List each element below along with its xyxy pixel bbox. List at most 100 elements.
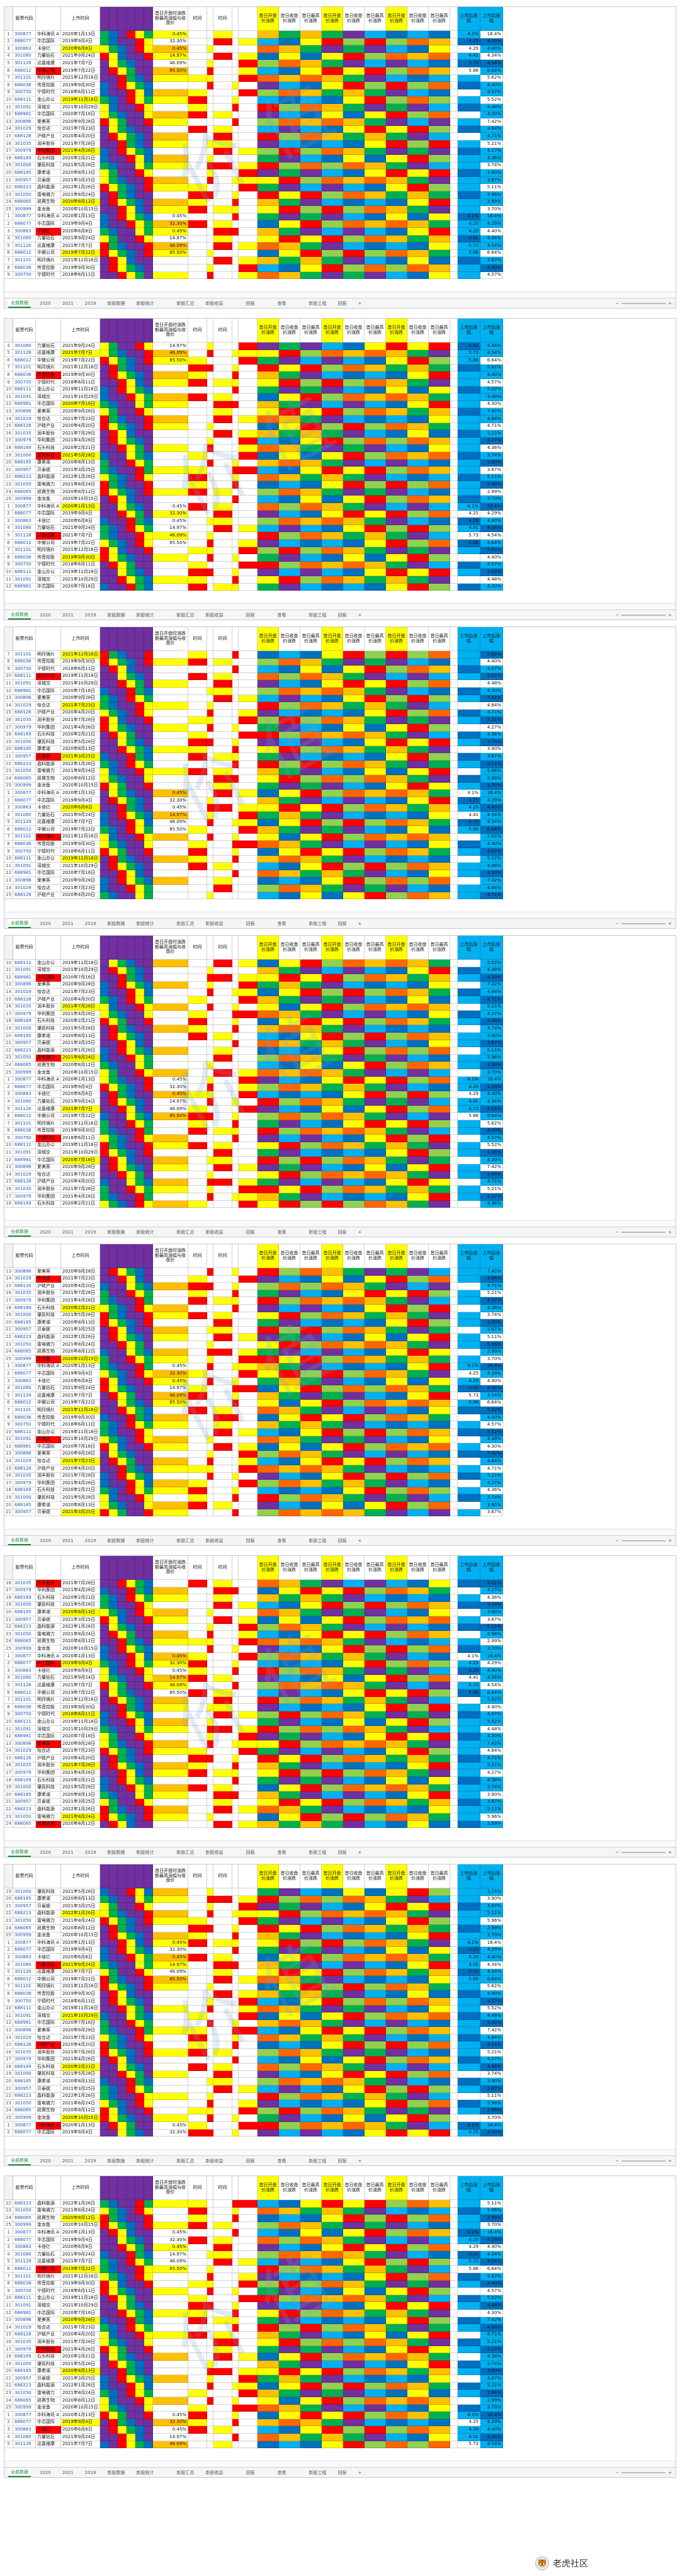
table-cell[interactable] [386, 488, 407, 496]
table-cell[interactable] [365, 349, 386, 358]
row-number[interactable]: 11 [4, 967, 13, 975]
table-cell[interactable] [144, 228, 153, 235]
stock-name-cell[interactable]: 沪硅产业 [36, 709, 61, 717]
table-cell[interactable] [429, 554, 450, 562]
table-cell[interactable] [213, 532, 232, 540]
table-cell[interactable] [365, 423, 386, 431]
table-cell[interactable] [100, 496, 109, 504]
table-cell[interactable] [144, 249, 153, 258]
table-cell[interactable] [300, 1054, 322, 1062]
table-cell[interactable] [429, 1450, 450, 1458]
stock-name-cell[interactable]: 宁德时代 [36, 1421, 61, 1429]
table-cell[interactable] [239, 797, 258, 805]
row-number[interactable]: 8 [4, 658, 13, 666]
table-cell[interactable] [127, 1407, 135, 1414]
table-cell[interactable] [300, 357, 322, 365]
table-cell[interactable] [300, 1157, 322, 1164]
table-cell[interactable] [109, 760, 118, 768]
table-cell[interactable] [279, 372, 300, 379]
stock-name-cell[interactable]: 金山办公 [36, 960, 61, 967]
table-cell[interactable] [118, 731, 127, 739]
listing-date-cell[interactable]: 2021年7月28日 [61, 717, 100, 724]
table-cell[interactable]: 0.45% [153, 228, 188, 235]
table-cell[interactable] [109, 118, 118, 126]
table-cell[interactable] [386, 220, 407, 229]
table-cell[interactable] [213, 1385, 232, 1393]
column-header[interactable] [4, 319, 13, 343]
table-cell[interactable] [429, 1178, 450, 1186]
row-number[interactable]: 7 [4, 1120, 13, 1128]
table-cell[interactable] [153, 423, 188, 431]
table-cell[interactable] [300, 60, 322, 67]
table-cell[interactable] [279, 1450, 300, 1458]
table-cell[interactable] [127, 1157, 135, 1164]
table-cell[interactable]: 0.45% [153, 804, 188, 812]
table-cell[interactable] [188, 467, 207, 474]
table-cell[interactable] [343, 960, 365, 967]
table-cell[interactable] [407, 437, 429, 445]
table-cell[interactable] [135, 118, 144, 126]
table-cell[interactable] [118, 746, 127, 754]
table-cell[interactable] [127, 680, 135, 688]
table-cell[interactable]: 3.74% [480, 1494, 503, 1502]
table-cell[interactable] [213, 1334, 232, 1341]
table-cell[interactable]: 5.86 [458, 1113, 480, 1121]
sheet-tab[interactable]: 新股工程 [309, 1229, 327, 1235]
table-cell[interactable] [450, 1304, 458, 1312]
listing-date-cell[interactable]: 2020年4月20日 [61, 892, 100, 900]
table-cell[interactable] [279, 1076, 300, 1084]
table-cell[interactable] [365, 583, 386, 591]
table-cell[interactable] [343, 503, 365, 511]
table-cell[interactable] [458, 687, 480, 695]
table-cell[interactable] [127, 525, 135, 533]
table-cell[interactable] [300, 870, 322, 878]
table-cell[interactable]: 5.52% [480, 96, 503, 104]
table-cell[interactable] [407, 1407, 429, 1414]
table-cell[interactable] [365, 1341, 386, 1349]
table-cell[interactable] [188, 249, 207, 258]
table-cell[interactable] [127, 103, 135, 111]
table-cell[interactable] [239, 746, 258, 754]
table-cell[interactable] [100, 870, 109, 878]
table-cell[interactable] [258, 496, 279, 504]
table-cell[interactable] [322, 1334, 343, 1341]
table-cell[interactable] [258, 155, 279, 162]
table-cell[interactable] [365, 672, 386, 681]
table-cell[interactable] [118, 790, 127, 797]
table-cell[interactable] [429, 1135, 450, 1142]
stock-code-cell[interactable]: 300750 [13, 666, 36, 673]
table-cell[interactable] [118, 1487, 127, 1495]
table-cell[interactable] [279, 812, 300, 819]
table-cell[interactable] [207, 569, 213, 576]
stock-name-cell[interactable]: 中芯国际 [36, 974, 61, 982]
table-cell[interactable] [239, 1040, 258, 1048]
table-cell[interactable] [258, 1091, 279, 1099]
table-cell[interactable] [429, 1407, 450, 1414]
table-cell[interactable] [213, 1443, 232, 1451]
table-cell[interactable] [213, 1312, 232, 1320]
table-cell[interactable] [127, 257, 135, 264]
table-cell[interactable] [322, 695, 343, 703]
table-cell[interactable] [100, 1509, 109, 1517]
sheet-tab[interactable] [162, 303, 167, 304]
table-cell[interactable] [144, 532, 153, 540]
table-cell[interactable] [450, 960, 458, 967]
listing-date-cell[interactable]: 2021年12月16日 [61, 651, 100, 659]
table-cell[interactable] [127, 1171, 135, 1179]
table-cell[interactable] [407, 1414, 429, 1422]
table-cell[interactable] [207, 96, 213, 104]
table-cell[interactable] [127, 1392, 135, 1400]
table-cell[interactable] [386, 1011, 407, 1018]
table-cell[interactable] [407, 960, 429, 967]
row-number[interactable]: 4 [4, 1385, 13, 1393]
column-header[interactable]: 首日开盘价涨跌 [322, 1244, 343, 1268]
table-cell[interactable] [450, 1275, 458, 1283]
table-cell[interactable] [279, 451, 300, 460]
stock-name-cell[interactable]: 贝泰妮 [36, 753, 61, 761]
table-cell[interactable] [365, 1450, 386, 1458]
table-cell[interactable] [127, 554, 135, 562]
table-cell[interactable] [118, 488, 127, 496]
table-cell[interactable] [100, 1025, 109, 1033]
table-cell[interactable] [458, 191, 480, 199]
table-cell[interactable] [135, 863, 144, 870]
